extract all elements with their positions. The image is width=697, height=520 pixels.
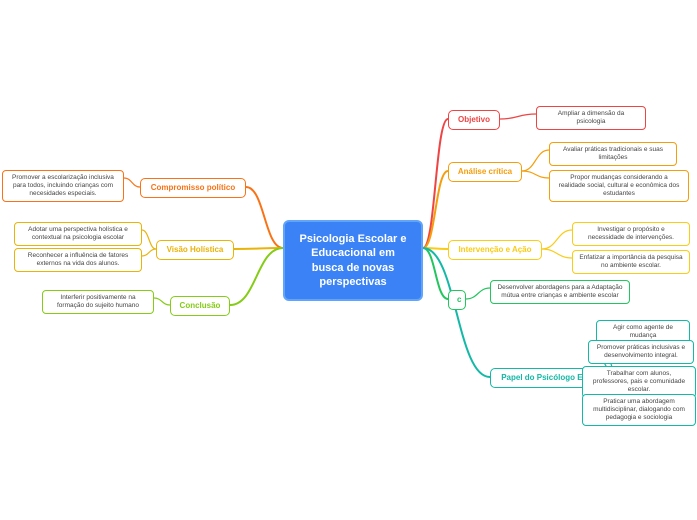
leaf-node[interactable]: Interferir positivamente na formação do … [42,290,154,314]
leaf-label: Ampliar a dimensão da psicologia [558,110,624,125]
leaf-node[interactable]: Avaliar práticas tradicionais e suas lim… [549,142,677,166]
leaf-label: Desenvolver abordagens para a Adaptação … [497,284,622,299]
center-node[interactable]: Psicologia Escolar e Educacional em busc… [283,220,423,301]
branch-objetivo[interactable]: Objetivo [448,110,500,130]
leaf-node[interactable]: Ampliar a dimensão da psicologia [536,106,646,130]
leaf-node[interactable]: Propor mudanças considerando a realidade… [549,170,689,202]
branch-label: Intervenção e Ação [458,245,531,254]
leaf-label: Investigar o propósito e necessidade de … [588,226,674,241]
center-label: Psicologia Escolar e Educacional em busc… [300,233,407,288]
leaf-label: Promover práticas inclusivas e desenvolv… [597,344,685,359]
branch-label: Visão Holística [167,245,224,254]
leaf-label: Adotar uma perspectiva holística e conte… [28,226,128,241]
leaf-node[interactable]: Desenvolver abordagens para a Adaptação … [490,280,630,304]
leaf-node[interactable]: Reconhecer a influência de fatores exter… [14,248,142,272]
branch-label: Análise crítica [458,167,512,176]
leaf-label: Trabalhar com alunos, professores, pais … [593,370,685,393]
leaf-node[interactable]: Enfatizar a importância da pesquisa no a… [572,250,690,274]
leaf-label: Praticar uma abordagem multidisciplinar,… [593,398,685,421]
branch-conclusao[interactable]: Conclusão [170,296,230,316]
leaf-node[interactable]: Promover práticas inclusivas e desenvolv… [588,340,694,364]
branch-label: c [457,295,461,304]
leaf-node[interactable]: Adotar uma perspectiva holística e conte… [14,222,142,246]
leaf-node[interactable]: Investigar o propósito e necessidade de … [572,222,690,246]
leaf-label: Interferir positivamente na formação do … [57,294,139,309]
branch-label: Compromisso político [151,183,235,192]
leaf-label: Avaliar práticas tradicionais e suas lim… [563,146,663,161]
leaf-label: Agir como agente de mudança [613,324,673,339]
branch-label: Conclusão [180,301,221,310]
branch-c[interactable]: c [448,290,466,310]
leaf-node[interactable]: Praticar uma abordagem multidisciplinar,… [582,394,696,426]
leaf-label: Promover a escolarização inclusiva para … [12,174,114,197]
branch-analise[interactable]: Análise crítica [448,162,522,182]
leaf-label: Reconhecer a influência de fatores exter… [28,252,128,267]
branch-label: Objetivo [458,115,490,124]
leaf-label: Enfatizar a importância da pesquisa no a… [579,254,682,269]
leaf-node[interactable]: Promover a escolarização inclusiva para … [2,170,124,202]
branch-intervencao[interactable]: Intervenção e Ação [448,240,542,260]
branch-visao[interactable]: Visão Holística [156,240,234,260]
leaf-label: Propor mudanças considerando a realidade… [559,174,680,197]
branch-compromisso[interactable]: Compromisso político [140,178,246,198]
